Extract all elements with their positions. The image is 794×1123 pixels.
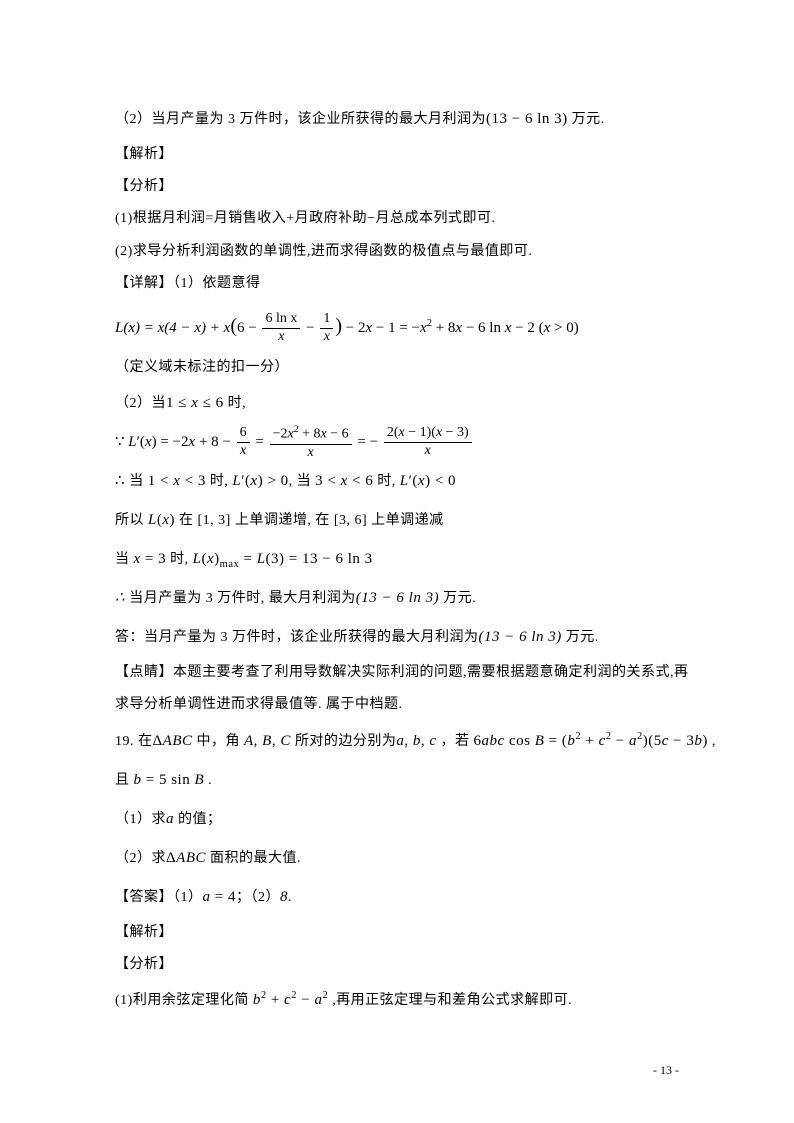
paragraph: （2）当1 ≤ x ≤ 6 时, (115, 384, 679, 423)
text: 答：当月产量为 3 万件时，该企业所获得的最大月利润为 (115, 630, 479, 645)
answer-line: 【答案】（1）a = 4；（2）8. (115, 878, 679, 917)
text: 的值； (174, 812, 222, 827)
numerator: −2x2 + 8x − 6 (270, 424, 352, 444)
paragraph: 求导分析单调性进而求得最值等. 属于中档题. (115, 689, 679, 721)
paragraph: ∴ 当 1 < x < 3 时, L′(x) > 0, 当 3 < x < 6 … (115, 462, 679, 501)
text: ；（2） (236, 890, 280, 905)
math-expr: (13 − 6 ln 3) (486, 111, 568, 127)
text: （2）求 (115, 851, 166, 866)
text: 6 (237, 320, 245, 336)
paragraph: （定义域未标注的扣一分） (115, 352, 679, 384)
numerator: 2(x − 1)(x − 3) (384, 425, 472, 443)
paragraph: 【点睛】本题主要考查了利用导数解决实际利润的问题,需要根据题意确定利润的关系式,… (115, 657, 679, 689)
paragraph: (1)根据月利润=月销售收入+月政府补助−月总成本列式即可. (115, 203, 679, 235)
paragraph: (2)求导分析利润函数的单调性,进而求得函数的极值点与最值即可. (115, 236, 679, 268)
fraction: 6 ln x x (262, 311, 300, 346)
text: 在 [1, 3] 上单调递增, 在 [3, 6] 上单调递减 (175, 513, 444, 528)
numerator: 6 (237, 425, 250, 443)
document-page: （2）当月产量为 3 万件时，该企业所获得的最大月利润为(13 − 6 ln 3… (0, 0, 794, 1123)
text: 【答案】（1） (115, 890, 203, 905)
equation: L(x) = x(4 − x) + x(6 − 6 ln xx − 1x) − … (115, 300, 679, 352)
paragraph: ∴ 当月产量为 3 万件时, 最大月利润为(13 − 6 ln 3) 万元. (115, 579, 679, 618)
fraction: 6x (237, 425, 250, 460)
text: ,再用正弦定理与和差角公式求解即可. (328, 993, 572, 1008)
text: . (288, 890, 292, 905)
paragraph: (1)利用余弦定理化简 b2 + c2 − a2 ,再用正弦定理与和差角公式求解… (115, 981, 679, 1020)
denominator: x (262, 329, 300, 346)
fraction: 2(x − 1)(x − 3)x (384, 425, 472, 460)
numerator: 1 (320, 311, 333, 329)
fraction: 1x (320, 311, 333, 346)
text: 万元. (568, 112, 605, 127)
paren: ) (335, 315, 342, 337)
text: , (708, 734, 716, 749)
paren: ( (230, 315, 237, 337)
text: 中，角 (193, 734, 245, 749)
text: − (302, 320, 318, 336)
text: 所以 (115, 513, 148, 528)
page-number: - 13 - (653, 1063, 679, 1078)
text: 时, (224, 396, 247, 411)
math-expr: (13 − 6 ln 3) (356, 590, 439, 606)
paragraph: 所以 L(x) 在 [1, 3] 上单调递增, 在 [3, 6] 上单调递减 (115, 501, 679, 540)
paragraph: 当 x = 3 时, L(x)max = L(3) = 13 − 6 ln 3 (115, 540, 679, 579)
numerator: 6 ln x (265, 311, 297, 326)
text: 面积的最大值. (206, 851, 301, 866)
problem-statement: 19. 在ΔABC 中，角 A, B, C 所对的边分别为a, b, c ，若 … (115, 722, 679, 761)
text: = (252, 434, 268, 450)
text: 且 (115, 773, 134, 788)
subscript: max (220, 559, 240, 570)
text: − (245, 320, 261, 336)
text: 所对的边分别为 (291, 734, 397, 749)
paragraph: （1）求a 的值； (115, 800, 679, 839)
paragraph: （2）求ΔABC 面积的最大值. (115, 839, 679, 878)
denominator: x (237, 443, 250, 460)
text: （2）当月产量为 3 万件时，该企业所获得的最大月利润为 (115, 112, 486, 127)
text: ，若 (437, 734, 474, 749)
text: . (204, 773, 212, 788)
text: （1）求 (115, 812, 166, 827)
paragraph: 【详解】（1）依题意得 (115, 268, 679, 300)
equation: ∵ L′(x) = −2x + 8 − 6x = −2x2 + 8x − 6x … (115, 423, 679, 462)
paragraph: 且 b = 5 sin B . (115, 761, 679, 800)
denominator: x (320, 329, 333, 346)
fraction: −2x2 + 8x − 6x (270, 424, 352, 461)
section-label: 【分析】 (115, 949, 679, 981)
text: 19. 在 (115, 734, 153, 749)
paragraph: 答：当月产量为 3 万件时，该企业所获得的最大月利润为(13 − 6 ln 3)… (115, 618, 679, 657)
paragraph: （2）当月产量为 3 万件时，该企业所获得的最大月利润为(13 − 6 ln 3… (115, 100, 679, 139)
math-expr: (13 − 6 ln 3) (479, 629, 562, 645)
denominator: x (270, 445, 352, 462)
text: （2）当 (115, 396, 166, 411)
text: 当月产量为 3 万件时, 最大月利润为 (129, 591, 356, 606)
math-expr: L(x) = x(4 − x) + x (115, 320, 230, 336)
denominator: x (384, 443, 472, 460)
math-expr: − 2x − 1 = −x2 + 8x − 6 ln x − 2 (x > 0) (342, 320, 579, 336)
section-label: 【分析】 (115, 171, 679, 203)
text: (1)利用余弦定理化简 (115, 993, 253, 1008)
section-label: 【解析】 (115, 917, 679, 949)
text: 万元. (562, 630, 599, 645)
text: = − (354, 434, 382, 450)
section-label: 【解析】 (115, 139, 679, 171)
text: 万元. (439, 591, 476, 606)
math-expr: 8 (280, 889, 288, 905)
